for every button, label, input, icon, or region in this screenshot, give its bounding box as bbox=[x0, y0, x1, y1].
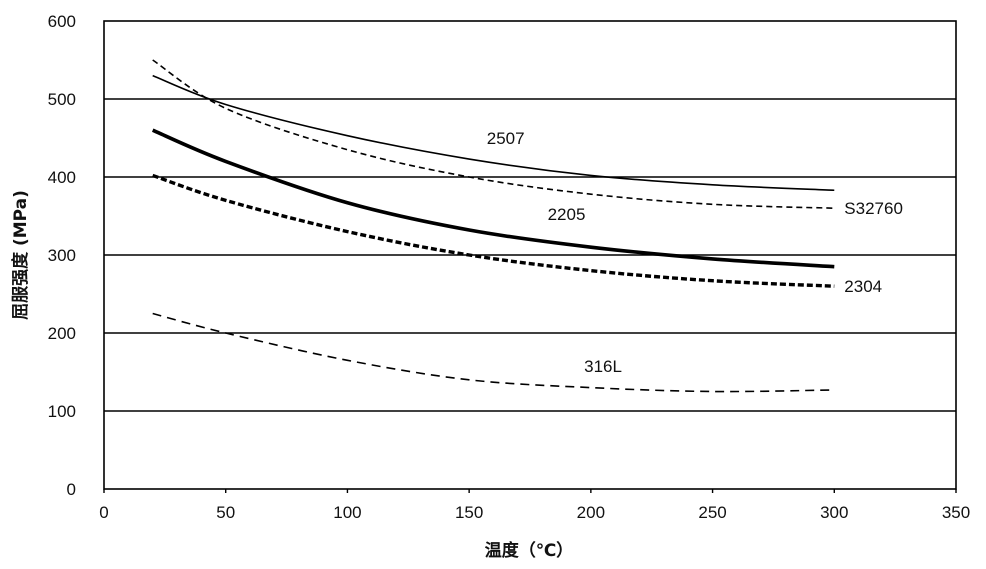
grid-lines bbox=[104, 98, 956, 412]
series-line-2304 bbox=[152, 173, 835, 288]
labels: 0 100 200 300 400 500 600 0 50 100 150 200 250 300 350… bbox=[48, 12, 971, 522]
x-tick-label: 100 bbox=[333, 503, 361, 522]
y-tick-label: 100 bbox=[48, 402, 76, 421]
series-label-S32760: S32760 bbox=[844, 199, 903, 218]
x-tick-label: 150 bbox=[455, 503, 483, 522]
y-tick-label: 0 bbox=[67, 480, 76, 499]
y-tick-label: 400 bbox=[48, 168, 76, 187]
x-axis-title: 温度（℃） bbox=[485, 540, 574, 561]
x-tick-label: 0 bbox=[99, 503, 108, 522]
y-tick-label: 600 bbox=[48, 12, 76, 31]
series-lines bbox=[151, 59, 835, 393]
series-label-2507: 2507 bbox=[487, 129, 525, 148]
y-tick-label: 300 bbox=[48, 246, 76, 265]
x-tick-label: 200 bbox=[577, 503, 605, 522]
series-line-2205 bbox=[151, 128, 835, 269]
series-label-2304: 2304 bbox=[844, 277, 882, 296]
plot-frame bbox=[103, 20, 957, 490]
x-tick-label: 350 bbox=[942, 503, 970, 522]
x-tick-label: 50 bbox=[216, 503, 235, 522]
series-label-2205: 2205 bbox=[548, 205, 586, 224]
y-tick-label: 500 bbox=[48, 90, 76, 109]
series-line-S32760 bbox=[152, 59, 835, 209]
y-axis-title: 屈服强度 (MPa) bbox=[10, 190, 31, 320]
x-tick-label: 300 bbox=[820, 503, 848, 522]
y-tick-label: 200 bbox=[48, 324, 76, 343]
x-tick-label: 250 bbox=[698, 503, 726, 522]
series-label-316L: 316L bbox=[584, 357, 622, 376]
series-line-2507 bbox=[152, 74, 835, 192]
axes bbox=[103, 20, 957, 493]
series-line-316L bbox=[152, 312, 835, 393]
